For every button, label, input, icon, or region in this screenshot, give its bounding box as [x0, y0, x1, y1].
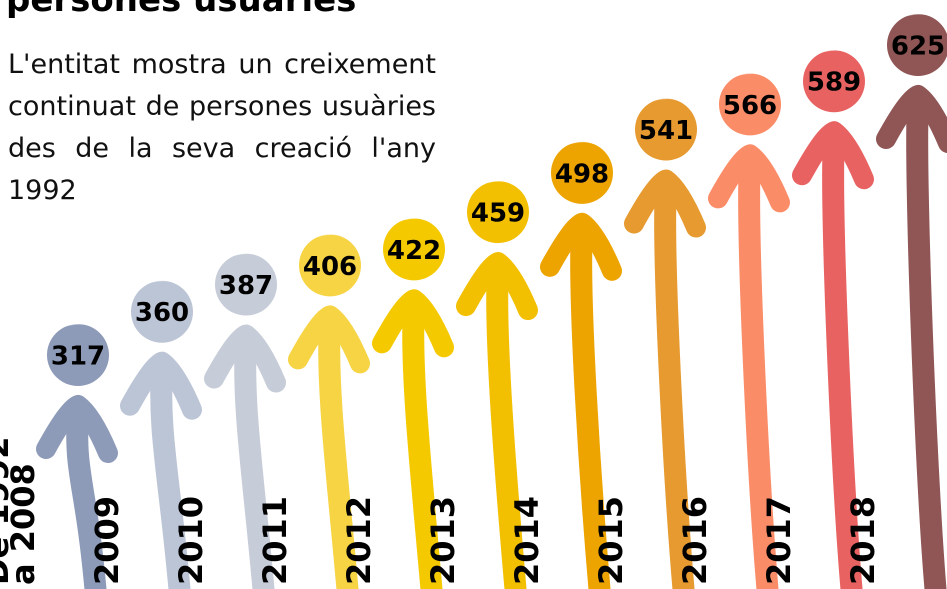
arrow — [917, 101, 936, 589]
category-label: 2014 — [508, 496, 546, 585]
category-label: 2016 — [676, 496, 714, 585]
category-label: 2011 — [256, 496, 294, 585]
category-label: 2017 — [760, 496, 798, 585]
value-label: 589 — [807, 68, 861, 98]
category-label: 2018 — [844, 496, 882, 585]
category-label: 2015 — [592, 496, 630, 585]
value-label: 566 — [723, 91, 777, 121]
page: persones usuàries L'entitat mostra un cr… — [0, 0, 947, 589]
category-label: 2012 — [340, 496, 378, 585]
chart: 317 De 1992a 2008 360 2009 387 2010 406 2011 422… — [0, 0, 947, 589]
value-label: 387 — [219, 271, 273, 301]
value-label: 422 — [387, 236, 441, 266]
value-label: 541 — [639, 116, 693, 146]
category-label: De 1992a 2008 — [0, 437, 42, 585]
value-label: 625 — [891, 32, 945, 62]
value-label: 498 — [555, 159, 609, 189]
value-label: 459 — [471, 199, 525, 229]
value-label: 406 — [303, 252, 357, 282]
value-label: 360 — [135, 298, 189, 328]
value-label: 317 — [51, 342, 105, 372]
category-label: 2013 — [424, 496, 462, 585]
category-label: 2009 — [88, 496, 126, 585]
category-label: 2010 — [172, 496, 210, 585]
